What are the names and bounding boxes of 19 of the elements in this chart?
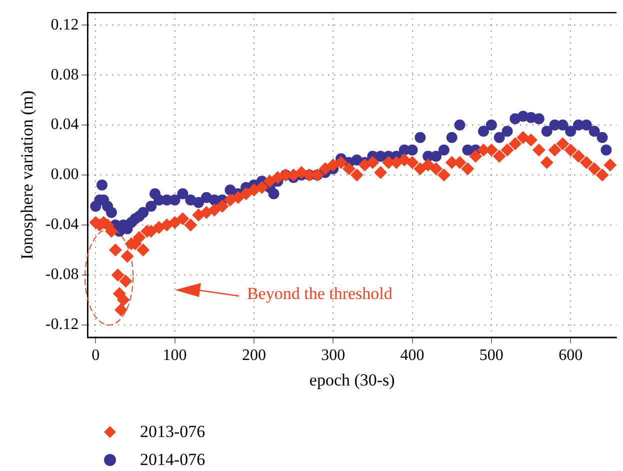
y-tick-label: 0.12	[50, 16, 79, 34]
y-tick-label: 0.00	[50, 166, 79, 184]
x-tick-label: 500	[479, 347, 504, 364]
y-tick-label: 0.04	[50, 116, 79, 134]
y-tick-label: -0.04	[45, 216, 79, 234]
x-tick-label: 300	[321, 347, 346, 364]
legend-label: 2013-076	[140, 422, 206, 442]
x-tick-label: 400	[400, 347, 424, 364]
x-axis-title: epoch (30-s)	[309, 370, 395, 390]
annotation: Beyond the threshold	[246, 284, 392, 304]
x-tick-label: 0	[92, 347, 100, 364]
x-tick-label: 100	[162, 347, 187, 364]
x-tick-label: 200	[242, 347, 266, 364]
legend-label: 2014-076	[140, 450, 206, 470]
x-tick-label: 600	[558, 347, 583, 364]
y-tick-label: -0.08	[45, 266, 79, 284]
y-tick-label: -0.12	[45, 316, 79, 334]
y-axis-title: Ionosphere variation (m)	[18, 90, 37, 260]
y-tick-label: 0.08	[50, 66, 79, 84]
